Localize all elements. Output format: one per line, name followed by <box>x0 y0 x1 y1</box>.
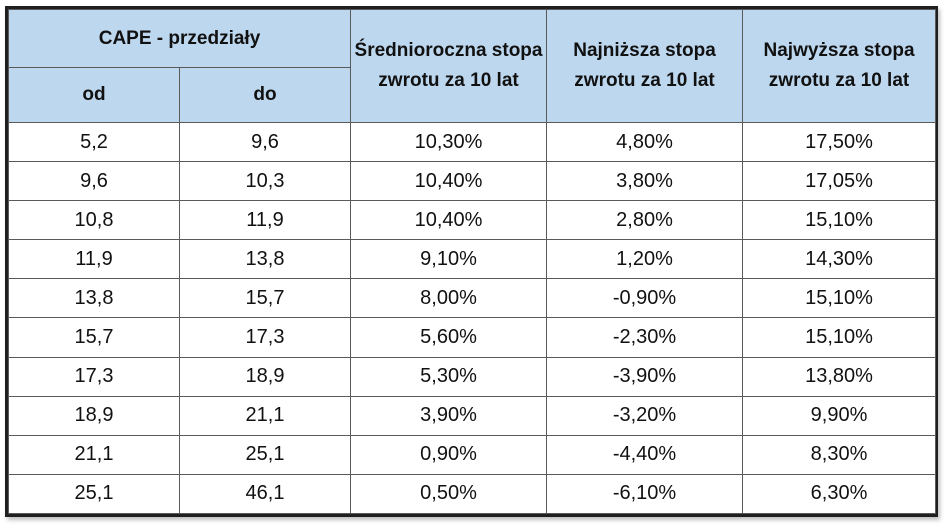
table-row: 13,8 15,7 8,00% -0,90% 15,10% <box>8 278 937 319</box>
cell-from: 11,9 <box>8 239 180 280</box>
min-return-header: Najniższa stopa zwrotu za 10 lat <box>546 9 744 123</box>
cell-to: 13,8 <box>178 239 352 280</box>
cell-min: -0,90% <box>546 278 744 319</box>
cell-max: 6,30% <box>742 473 937 515</box>
cell-avg: 10,30% <box>350 121 548 163</box>
table-row: 25,1 46,1 0,50% -6,10% 6,30% <box>8 473 937 515</box>
cape-returns-table: CAPE - przedziały Średnioroczna stopa zw… <box>7 9 937 515</box>
cell-min: 2,80% <box>546 200 744 241</box>
cell-from: 13,8 <box>8 278 180 319</box>
table-row: 5,2 9,6 10,30% 4,80% 17,50% <box>8 121 937 163</box>
cell-avg: 9,10% <box>350 239 548 280</box>
cape-table-frame: CAPE - przedziały Średnioroczna stopa zw… <box>5 6 938 517</box>
table-row: 17,3 18,9 5,30% -3,90% 13,80% <box>8 356 937 397</box>
cell-min: -3,20% <box>546 395 744 436</box>
table-row: 15,7 17,3 5,60% -2,30% 15,10% <box>8 317 937 358</box>
cell-max: 15,10% <box>742 200 937 241</box>
table-row: 21,1 25,1 0,90% -4,40% 8,30% <box>8 434 937 475</box>
cell-to: 18,9 <box>178 356 352 397</box>
cell-to: 10,3 <box>178 161 352 202</box>
to-header: do <box>178 67 352 123</box>
table-row: 10,8 11,9 10,40% 2,80% 15,10% <box>8 200 937 241</box>
cell-max: 15,10% <box>742 317 937 358</box>
cell-from: 17,3 <box>8 356 180 397</box>
cell-avg: 10,40% <box>350 161 548 202</box>
cell-to: 46,1 <box>178 473 352 515</box>
cell-to: 15,7 <box>178 278 352 319</box>
table-row: 9,6 10,3 10,40% 3,80% 17,05% <box>8 161 937 202</box>
avg-return-header: Średnioroczna stopa zwrotu za 10 lat <box>350 9 548 123</box>
cell-from: 25,1 <box>8 473 180 515</box>
cell-from: 15,7 <box>8 317 180 358</box>
cell-avg: 5,60% <box>350 317 548 358</box>
cell-to: 17,3 <box>178 317 352 358</box>
cell-max: 14,30% <box>742 239 937 280</box>
cell-to: 11,9 <box>178 200 352 241</box>
header-row-2: od do <box>8 67 936 123</box>
table-body: 5,2 9,6 10,30% 4,80% 17,50% 9,6 10,3 10,… <box>8 121 937 515</box>
max-return-header: Najwyższa stopa zwrotu za 10 lat <box>742 9 937 123</box>
cell-min: 3,80% <box>546 161 744 202</box>
cell-from: 9,6 <box>8 161 180 202</box>
cell-from: 10,8 <box>8 200 180 241</box>
cell-min: 4,80% <box>546 121 744 163</box>
cell-from: 5,2 <box>8 121 180 163</box>
cell-avg: 5,30% <box>350 356 548 397</box>
cell-min: -4,40% <box>546 434 744 475</box>
cell-to: 9,6 <box>178 121 352 163</box>
cell-from: 21,1 <box>8 434 180 475</box>
cell-min: -2,30% <box>546 317 744 358</box>
cell-avg: 0,50% <box>350 473 548 515</box>
cell-avg: 3,90% <box>350 395 548 436</box>
cell-max: 15,10% <box>742 278 937 319</box>
cell-min: 1,20% <box>546 239 744 280</box>
cell-max: 9,90% <box>742 395 937 436</box>
cell-avg: 10,40% <box>350 200 548 241</box>
cell-max: 17,05% <box>742 161 937 202</box>
cell-to: 25,1 <box>178 434 352 475</box>
cell-min: -6,10% <box>546 473 744 515</box>
cell-max: 8,30% <box>742 434 937 475</box>
header-row-1: CAPE - przedziały Średnioroczna stopa zw… <box>7 9 937 123</box>
table-header: CAPE - przedziały Średnioroczna stopa zw… <box>7 9 937 123</box>
cell-from: 18,9 <box>8 395 180 436</box>
cell-max: 17,50% <box>742 121 937 163</box>
cell-avg: 0,90% <box>350 434 548 475</box>
cape-range-group-header: CAPE - przedziały <box>7 9 352 68</box>
cell-to: 21,1 <box>178 395 352 436</box>
from-header: od <box>8 67 180 123</box>
cell-max: 13,80% <box>742 356 937 397</box>
table-row: 18,9 21,1 3,90% -3,20% 9,90% <box>8 395 937 436</box>
table-row: 11,9 13,8 9,10% 1,20% 14,30% <box>8 239 937 280</box>
cell-min: -3,90% <box>546 356 744 397</box>
cell-avg: 8,00% <box>350 278 548 319</box>
